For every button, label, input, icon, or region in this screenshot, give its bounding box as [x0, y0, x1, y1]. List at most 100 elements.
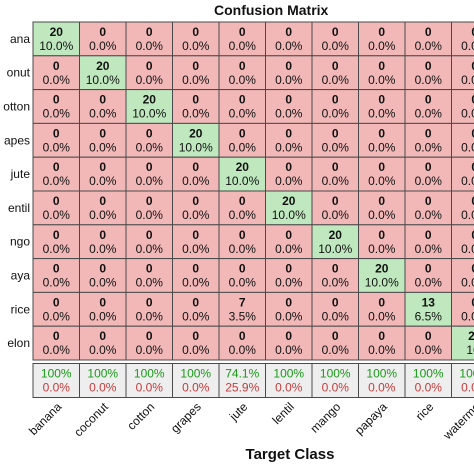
- cell-count: 0: [425, 228, 432, 242]
- cell-count: 20: [282, 194, 296, 208]
- cell-count: 0: [425, 160, 432, 174]
- matrix-cell: [32, 89, 80, 124]
- cell-percent: 0.0%: [43, 73, 71, 87]
- matrix-cell: [451, 21, 474, 57]
- cell-count: 0: [239, 25, 246, 39]
- cell-percent: 0.0%: [322, 107, 350, 121]
- matrix-cell: [265, 258, 313, 293]
- cell-count: 0: [53, 160, 60, 174]
- cell-count: 0: [239, 262, 246, 276]
- cell-count: 0: [99, 329, 106, 343]
- cell-percent: 0.0%: [182, 174, 210, 188]
- cell-count: 0: [146, 126, 153, 140]
- cell-percent: 0.0%: [182, 276, 210, 290]
- cell-percent: 0.0%: [136, 276, 164, 290]
- column-label: jute: [226, 399, 251, 424]
- matrix-cell: [358, 21, 406, 57]
- column-label: cotton: [124, 400, 157, 433]
- cell-count: 0: [378, 228, 385, 242]
- matrix-cell: [125, 224, 173, 260]
- cell-count: 0: [239, 194, 246, 208]
- cell-count: 0: [192, 25, 199, 39]
- column-label: lentil: [270, 400, 297, 427]
- cell-count: 0: [146, 262, 153, 276]
- summary-cell: [404, 363, 452, 398]
- cell-percent: 0.0%: [461, 242, 474, 256]
- cell-percent: 0.0%: [182, 242, 210, 256]
- summary-cell: [172, 363, 220, 398]
- cell-count: 20: [468, 329, 474, 343]
- cell-count: 0: [471, 59, 474, 73]
- cell-percent: 0.0%: [275, 39, 303, 53]
- cell-percent: 10.0%: [365, 276, 399, 290]
- matrix-cell: [265, 21, 313, 57]
- cell-count: 20: [189, 126, 203, 140]
- cell-count: 0: [99, 25, 106, 39]
- cell-count: 20: [375, 262, 389, 276]
- matrix-cell: [358, 122, 406, 158]
- cell-count: 0: [332, 25, 339, 39]
- cell-percent: 0.0%: [89, 140, 117, 154]
- cell-percent: 0.0%: [322, 39, 350, 53]
- cell-count: 0: [146, 160, 153, 174]
- matrix-cell: [172, 224, 220, 260]
- cell-percent: 0.0%: [43, 343, 71, 357]
- cell-count: 0: [332, 262, 339, 276]
- matrix-cell: [218, 258, 266, 293]
- cell-count: 0: [192, 59, 199, 73]
- cell-percent: 0.0%: [229, 276, 257, 290]
- cell-percent: 0.0%: [275, 73, 303, 87]
- cell-percent: 3.5%: [229, 309, 257, 323]
- matrix-cell: [311, 89, 359, 124]
- matrix-cell: [311, 122, 359, 158]
- summary-error: 25.9%: [225, 381, 259, 395]
- matrix-cell: [125, 55, 173, 91]
- cell-percent: 0.0%: [229, 208, 257, 222]
- cell-percent: 0.0%: [322, 276, 350, 290]
- cell-count: 0: [285, 228, 292, 242]
- cell-count: 0: [425, 59, 432, 73]
- cell-percent: 0.0%: [275, 140, 303, 154]
- cell-count: 0: [285, 295, 292, 309]
- matrix-cell: [404, 224, 452, 260]
- cell-percent: 0.0%: [182, 309, 210, 323]
- matrix-cell: [125, 89, 173, 124]
- matrix-cell: [404, 21, 452, 57]
- cell-count: 20: [50, 25, 64, 39]
- cell-percent: 0.0%: [43, 174, 71, 188]
- summary-error: 0.0%: [368, 381, 396, 395]
- cell-count: 0: [425, 126, 432, 140]
- cell-percent: 0.0%: [368, 309, 396, 323]
- matrix-cell: [125, 325, 173, 361]
- cell-percent: 0.0%: [43, 309, 71, 323]
- row-label: onut: [7, 66, 31, 80]
- cell-count: 0: [53, 295, 60, 309]
- cell-count: 0: [332, 295, 339, 309]
- cell-percent: 0.0%: [461, 39, 474, 53]
- cell-percent: 0.0%: [415, 174, 443, 188]
- cell-percent: 0.0%: [275, 174, 303, 188]
- summary-error: 0.0%: [275, 381, 303, 395]
- row-label: rice: [11, 302, 31, 316]
- row-label: entil: [8, 201, 30, 215]
- cell-count: 0: [285, 160, 292, 174]
- cell-count: 0: [471, 295, 474, 309]
- cell-percent: 0.0%: [89, 174, 117, 188]
- cell-count: 0: [146, 59, 153, 73]
- cell-count: 13: [422, 295, 436, 309]
- cell-percent: 0.0%: [229, 242, 257, 256]
- summary-error: 0.0%: [89, 381, 117, 395]
- cell-count: 0: [146, 295, 153, 309]
- cell-count: 0: [192, 329, 199, 343]
- row-label: ngo: [10, 235, 30, 249]
- cell-count: 0: [99, 295, 106, 309]
- cell-percent: 0.0%: [415, 39, 443, 53]
- cell-count: 0: [53, 194, 60, 208]
- cell-count: 0: [425, 194, 432, 208]
- summary-error: 0.0%: [43, 381, 71, 395]
- matrix-cell: [125, 258, 173, 293]
- cell-count: 0: [425, 262, 432, 276]
- cell-count: 0: [146, 25, 153, 39]
- summary-correct: 100%: [180, 367, 211, 381]
- cell-percent: 0.0%: [322, 140, 350, 154]
